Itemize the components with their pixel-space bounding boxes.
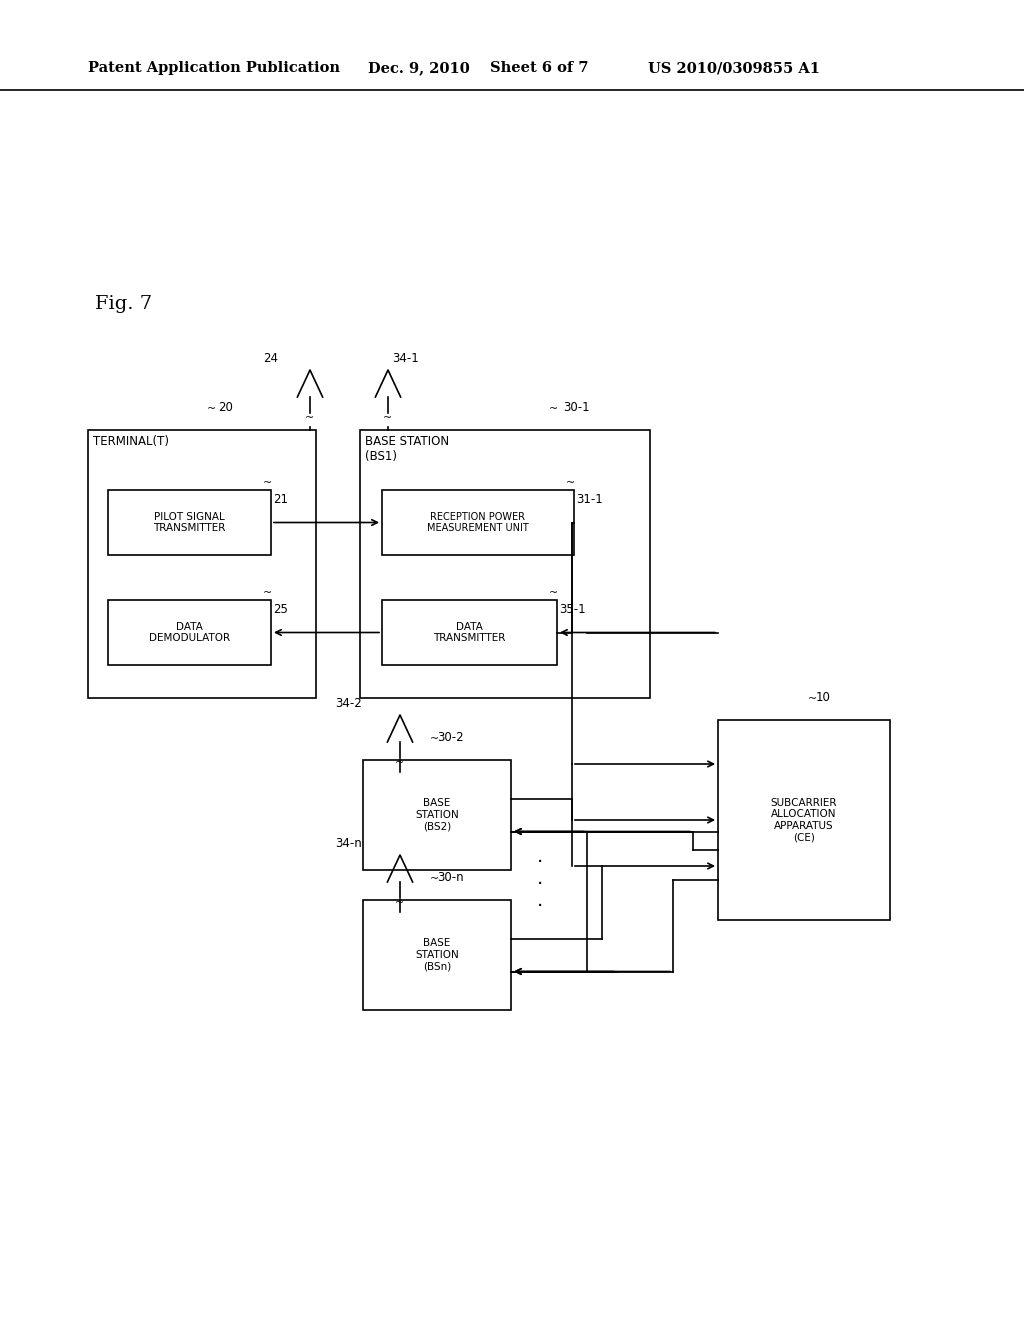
Text: ~: ~ xyxy=(383,413,392,424)
Text: TERMINAL(T): TERMINAL(T) xyxy=(93,436,169,447)
Bar xyxy=(108,601,271,665)
Text: 20: 20 xyxy=(218,401,232,414)
Text: 34-n: 34-n xyxy=(335,837,362,850)
Text: DATA
TRANSMITTER: DATA TRANSMITTER xyxy=(433,622,506,643)
Text: US 2010/0309855 A1: US 2010/0309855 A1 xyxy=(648,61,820,75)
Bar xyxy=(382,490,574,554)
Text: ·
·
·: · · · xyxy=(537,854,543,916)
Text: (BS1): (BS1) xyxy=(365,450,397,463)
Text: Dec. 9, 2010: Dec. 9, 2010 xyxy=(368,61,470,75)
Text: ~: ~ xyxy=(263,478,272,488)
Bar xyxy=(88,430,316,698)
Text: BASE STATION: BASE STATION xyxy=(365,436,450,447)
Text: PILOT SIGNAL
TRANSMITTER: PILOT SIGNAL TRANSMITTER xyxy=(154,512,225,533)
Text: SUBCARRIER
ALLOCATION
APPARATUS
(CE): SUBCARRIER ALLOCATION APPARATUS (CE) xyxy=(771,797,838,842)
Text: 10: 10 xyxy=(816,690,830,704)
Text: 31-1: 31-1 xyxy=(575,492,603,506)
Text: 24: 24 xyxy=(263,352,278,366)
Text: ~: ~ xyxy=(549,404,558,414)
Text: 25: 25 xyxy=(273,603,288,616)
Text: ~: ~ xyxy=(263,587,272,598)
Text: ~: ~ xyxy=(395,898,404,908)
Text: DATA
DEMODULATOR: DATA DEMODULATOR xyxy=(148,622,230,643)
Text: 30-n: 30-n xyxy=(437,871,464,884)
Text: ~: ~ xyxy=(395,758,404,768)
Text: ~: ~ xyxy=(207,404,216,414)
Text: ~: ~ xyxy=(430,874,439,884)
Text: ~: ~ xyxy=(305,413,314,424)
Text: 30-1: 30-1 xyxy=(563,401,590,414)
Bar xyxy=(362,900,511,1010)
Text: BASE
STATION
(BS2): BASE STATION (BS2) xyxy=(415,799,459,832)
Text: 30-2: 30-2 xyxy=(437,731,464,744)
Bar xyxy=(382,601,557,665)
Text: ~: ~ xyxy=(430,734,439,744)
Text: Patent Application Publication: Patent Application Publication xyxy=(88,61,340,75)
Bar xyxy=(718,719,890,920)
Text: Fig. 7: Fig. 7 xyxy=(95,294,153,313)
Text: 34-2: 34-2 xyxy=(335,697,362,710)
Text: 35-1: 35-1 xyxy=(559,603,586,616)
Text: ~: ~ xyxy=(549,587,558,598)
Text: ~: ~ xyxy=(808,694,817,704)
Text: ~: ~ xyxy=(566,478,575,488)
Text: RECEPTION POWER
MEASUREMENT UNIT: RECEPTION POWER MEASUREMENT UNIT xyxy=(427,512,528,533)
Text: BASE
STATION
(BSn): BASE STATION (BSn) xyxy=(415,939,459,972)
Bar xyxy=(362,760,511,870)
Text: Sheet 6 of 7: Sheet 6 of 7 xyxy=(490,61,589,75)
Text: 21: 21 xyxy=(273,492,288,506)
Bar xyxy=(360,430,650,698)
Text: 34-1: 34-1 xyxy=(392,352,419,366)
Bar xyxy=(108,490,271,554)
